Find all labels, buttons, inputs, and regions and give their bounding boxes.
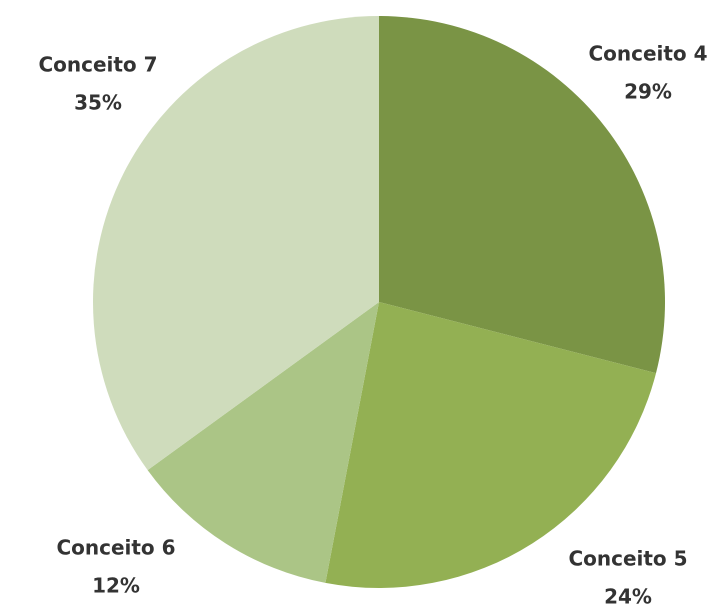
- pie-slice: [147, 302, 379, 583]
- slice-label: Conceito 7: [38, 53, 157, 77]
- pie-slice: [379, 16, 665, 374]
- slice-value-label: 35%: [74, 91, 122, 115]
- pie-slice: [92, 16, 379, 471]
- slice-label: Conceito 5: [568, 547, 687, 571]
- slice-label: Conceito 6: [56, 536, 175, 560]
- pie-slice: [325, 302, 657, 588]
- slice-value-label: 12%: [92, 574, 140, 598]
- slice-value-label: 29%: [624, 80, 672, 104]
- slice-label: Conceito 4: [588, 42, 707, 66]
- slice-value-label: 24%: [604, 585, 652, 609]
